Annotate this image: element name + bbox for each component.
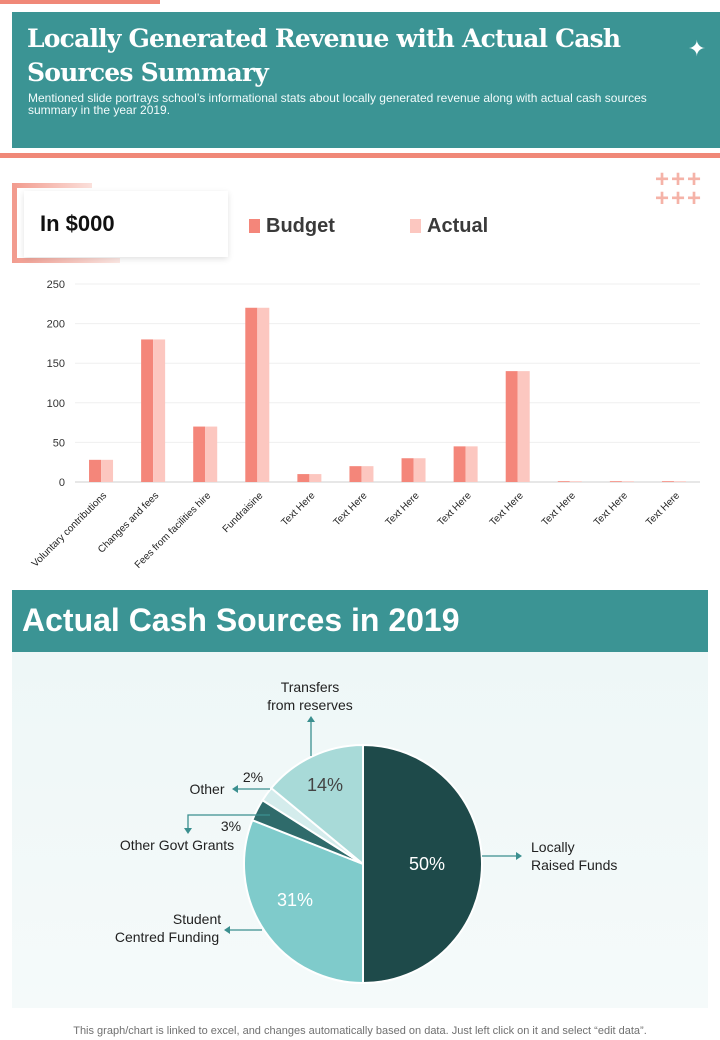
page-subtitle: Mentioned slide portrays school’s inform… (28, 91, 647, 117)
slice-value-label: 3% (221, 818, 241, 834)
x-tick-label: Voluntary contributions (30, 490, 109, 569)
bar-budget (609, 481, 622, 482)
card-accent (12, 183, 92, 188)
x-tick-label: Text Here (436, 490, 474, 528)
pie-chart: 50% 31% 3% 2% 14% Locally Raised Funds Student C… (115, 679, 617, 985)
x-tick-label: Text Here (279, 490, 317, 528)
y-tick-label: 200 (47, 319, 65, 331)
bar-actual (361, 466, 374, 482)
bar-budget (349, 466, 362, 482)
y-tick-label: 150 (47, 358, 65, 370)
pie-slice (243, 818, 364, 985)
section-header: Actual Cash Sources in 2019 (12, 590, 708, 652)
bar-actual (309, 474, 322, 482)
bar-actual (257, 307, 270, 482)
arrow-head-icon (516, 852, 522, 860)
x-tick-label: Text Here (488, 490, 526, 528)
unit-label: In $000 (40, 211, 115, 236)
bar-actual (673, 481, 686, 482)
bar-actual (517, 371, 530, 482)
bar-budget (401, 458, 414, 482)
x-tick-label: Text Here (384, 490, 422, 528)
bar-actual (569, 481, 582, 482)
section-title: Actual Cash Sources in 2019 (22, 602, 460, 638)
slice-category-label: Transfers (281, 679, 340, 695)
bar-budget (557, 481, 570, 482)
bar-actual (621, 481, 634, 482)
slice-category-label: Raised Funds (531, 857, 617, 873)
bar-budget (89, 459, 102, 482)
footer-note: This graph/chart is linked to excel, and… (73, 1025, 647, 1037)
bar-budget (453, 446, 466, 482)
pie-slice (269, 743, 364, 867)
slice-category-label: Other (189, 781, 224, 797)
slice-category-label: from reserves (267, 697, 353, 713)
legend-label: Actual (427, 215, 489, 237)
y-tick-label: 100 (47, 398, 65, 410)
slice-value-label: 14% (307, 775, 343, 795)
bar-budget (505, 371, 518, 482)
legend-swatch (249, 219, 260, 233)
header-divider (0, 153, 720, 158)
bar-actual (101, 459, 114, 482)
bar-actual (153, 339, 166, 482)
slice-value-label: 2% (243, 769, 263, 785)
bar-budget (193, 426, 206, 482)
slice-category-label: Other Govt Grants (120, 837, 234, 853)
slice-category-label: Student (173, 911, 221, 927)
y-tick-label: 250 (47, 279, 65, 291)
pie-slice (362, 743, 483, 985)
arrow-head-icon (184, 828, 192, 834)
slice-value-label: 31% (277, 890, 313, 910)
slice-category-label: Locally (531, 839, 575, 855)
legend-label: Budget (266, 215, 335, 237)
x-tick-label: Text Here (540, 490, 578, 528)
bar-actual (413, 458, 426, 482)
header-banner: Locally Generated Revenue with Actual Ca… (12, 12, 720, 148)
bar-budget (661, 481, 674, 482)
card-accent (12, 183, 17, 263)
x-tick-label: Text Here (592, 490, 630, 528)
pie-chart-panel: 50% 31% 3% 2% 14% Locally Raised Funds Student C… (12, 652, 708, 1008)
bar-budget (141, 339, 154, 482)
card-accent (12, 258, 120, 263)
bar-actual (465, 446, 478, 482)
sparkle-icon: ✦ (687, 36, 706, 61)
slice-category-label: Centred Funding (115, 929, 219, 945)
bar-actual (205, 426, 218, 482)
arrow-head-icon (307, 716, 315, 722)
top-accent-bar (0, 0, 160, 4)
page-title: Locally Generated Revenue with Actual Ca… (27, 24, 621, 87)
arrow-head-icon (224, 926, 230, 934)
y-tick-label: 50 (53, 437, 65, 449)
legend-swatch (410, 219, 421, 233)
unit-label-card: In $000 (24, 191, 228, 257)
x-tick-label: Fundraisine (221, 490, 266, 535)
bar-budget (297, 474, 310, 482)
x-tick-label: Text Here (644, 490, 682, 528)
y-tick-label: 0 (59, 477, 65, 489)
x-tick-label: Text Here (332, 490, 370, 528)
bar-budget (245, 307, 258, 482)
plus-pattern-icon: +++ +++ (655, 166, 704, 212)
leader-line (187, 814, 270, 828)
slice-value-label: 50% (409, 854, 445, 874)
arrow-head-icon (232, 785, 238, 793)
